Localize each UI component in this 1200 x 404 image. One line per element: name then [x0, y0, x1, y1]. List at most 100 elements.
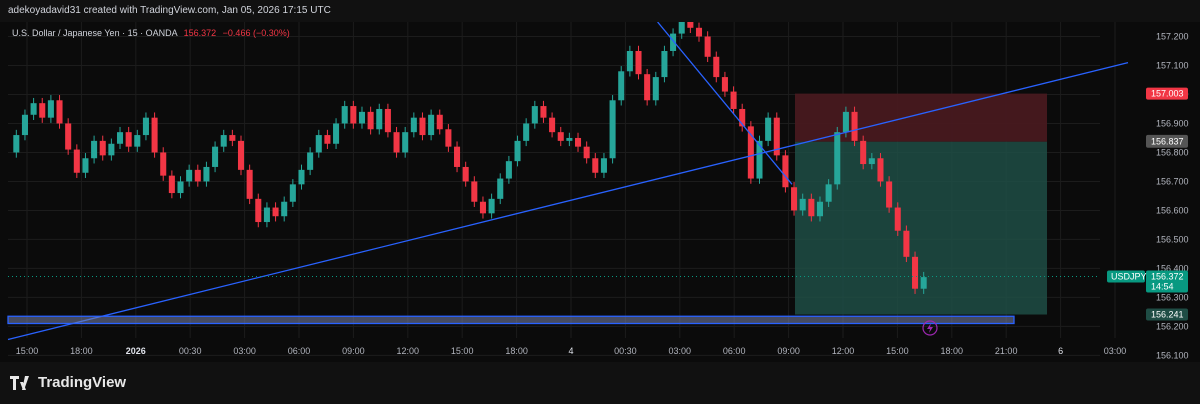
- candle-body: [514, 140, 521, 162]
- candle-body: [540, 106, 547, 118]
- candle-body: [670, 33, 677, 51]
- tradingview-logo-icon: [10, 375, 29, 390]
- candle-body: [704, 36, 711, 57]
- candle-body: [799, 198, 806, 211]
- candle-body: [21, 114, 28, 136]
- candle-body: [868, 158, 875, 165]
- candle-body: [142, 117, 149, 136]
- candlestick-chart[interactable]: 15:00 18:00 2026 00:30 03:00 06:00 09:00 12:00 1…: [0, 16, 1200, 362]
- candle-body: [350, 106, 357, 124]
- x-tick-label: 03:00: [1104, 346, 1127, 356]
- candle-body: [229, 135, 236, 141]
- price-tag-countdown: 14:54: [1151, 282, 1174, 292]
- x-tick-label: 15:00: [16, 346, 39, 356]
- candle-body: [203, 166, 210, 182]
- candle-body: [177, 181, 184, 194]
- candle-body: [791, 187, 798, 211]
- candle-body: [436, 114, 443, 130]
- y-tick-label: 156.400: [1156, 263, 1189, 273]
- x-tick-label: 09:00: [777, 346, 800, 356]
- candle-body: [428, 114, 435, 136]
- candle-body: [212, 146, 219, 167]
- tradingview-logo[interactable]: TradingView: [10, 374, 126, 391]
- candle-body: [186, 169, 193, 182]
- stop-loss-zone: [795, 93, 1047, 142]
- attribution-text: adekoyadavid31 created with TradingView.…: [8, 5, 331, 16]
- candle-body: [635, 50, 642, 75]
- x-tick-label: 21:00: [995, 346, 1018, 356]
- chart-legend: U.S. Dollar / Japanese Yen · 15 · OANDA …: [12, 28, 290, 38]
- candle-body: [574, 137, 582, 147]
- candle-body: [30, 103, 37, 115]
- candle-body: [652, 77, 659, 101]
- chart-area[interactable]: 15:00 18:00 2026 00:30 03:00 06:00 09:00 12:00 1…: [0, 16, 1200, 362]
- candle-body: [341, 106, 348, 124]
- price-tag: [1146, 135, 1188, 148]
- candle-body: [315, 135, 322, 153]
- candle-body: [851, 111, 858, 141]
- lightning-icon: [922, 320, 938, 336]
- y-tick-label: 156.300: [1156, 292, 1189, 302]
- candle-body: [609, 100, 616, 159]
- candle-body: [272, 207, 279, 217]
- candle-body: [160, 152, 167, 176]
- candle-body: [523, 123, 530, 141]
- x-tick-label: 15:00: [886, 346, 909, 356]
- candle-body: [384, 108, 391, 133]
- candle-body: [920, 277, 927, 289]
- candle-body: [324, 135, 331, 144]
- candle-body: [367, 111, 374, 130]
- candle-body: [600, 158, 607, 173]
- candle-body: [358, 111, 366, 124]
- candle-body: [289, 184, 296, 202]
- candle-body: [531, 106, 538, 124]
- candle-body: [462, 166, 469, 182]
- x-tick-label: 00:30: [179, 346, 202, 356]
- candle-body: [108, 143, 115, 156]
- brand-name: TradingView: [38, 374, 127, 391]
- candle-body: [13, 135, 20, 153]
- candle-body: [626, 50, 633, 72]
- candle-body: [842, 111, 849, 133]
- price-tag-label: 157.003: [1151, 89, 1184, 99]
- price-tag: [1146, 308, 1188, 321]
- candle-body: [47, 100, 54, 118]
- x-tick-label: 2026: [126, 346, 146, 356]
- candle-body: [730, 91, 737, 109]
- candle-body: [333, 123, 340, 144]
- x-tick-label: 03:00: [669, 346, 692, 356]
- lightning-bolt-icon: [927, 323, 933, 333]
- candle-body: [410, 117, 417, 133]
- candle-body: [151, 117, 158, 153]
- candle-body: [825, 184, 832, 202]
- x-tick-label: 18:00: [941, 346, 964, 356]
- y-tick-label: 156.500: [1156, 234, 1189, 244]
- x-tick-label: 12:00: [397, 346, 420, 356]
- candle-body: [56, 100, 63, 124]
- candle-body: [886, 181, 893, 208]
- candle-body: [307, 152, 314, 170]
- last-price: 156.372: [183, 28, 217, 38]
- y-tick-label: 156.800: [1156, 147, 1189, 157]
- candle-body: [281, 201, 288, 217]
- candle-body: [549, 117, 556, 133]
- candle-body: [661, 50, 668, 78]
- symbol-tag: [1107, 270, 1145, 283]
- footer: TradingView: [0, 362, 1200, 404]
- trendline: [657, 21, 793, 185]
- candle-body: [721, 77, 728, 92]
- candle-body: [419, 117, 426, 136]
- candle-body: [877, 158, 884, 182]
- candle-body: [497, 178, 504, 199]
- x-tick-label: 06:00: [288, 346, 311, 356]
- y-tick-label: 156.700: [1156, 176, 1189, 186]
- candle-body: [376, 108, 383, 130]
- candle-body: [592, 158, 599, 173]
- candle-body: [903, 230, 910, 257]
- x-tick-label: 15:00: [451, 346, 474, 356]
- candle-body: [263, 207, 270, 223]
- symbol-tag-label: USDJPY: [1111, 272, 1147, 282]
- x-tick-label: 12:00: [832, 346, 855, 356]
- price-tag-label: 156.372: [1151, 272, 1184, 282]
- price-tag-label: 156.241: [1151, 310, 1184, 320]
